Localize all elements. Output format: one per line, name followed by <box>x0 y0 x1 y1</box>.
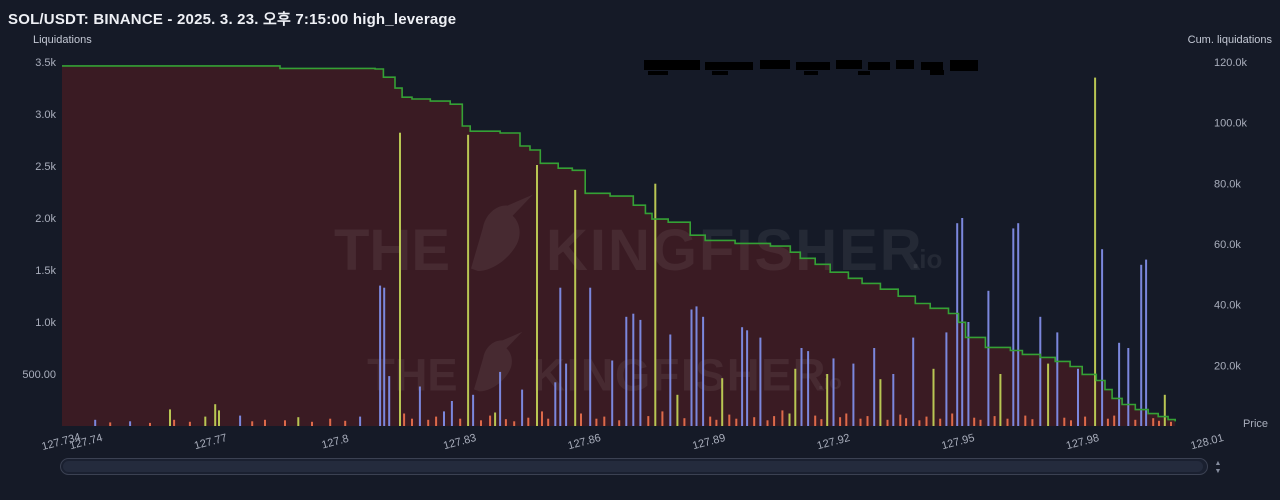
horizontal-scrollbar-track[interactable] <box>60 458 1208 475</box>
x-axis-title: Price <box>1242 418 1268 430</box>
page-title: SOL/USDT: BINANCE - 2025. 3. 23. 오후 7:15… <box>8 11 457 28</box>
stepper-up-icon[interactable]: ▲ <box>1214 459 1222 467</box>
svg-text:THE: THE <box>367 350 457 401</box>
svg-text:3.0k: 3.0k <box>35 109 56 121</box>
svg-text:127.83: 127.83 <box>442 432 478 452</box>
svg-text:1.5k: 1.5k <box>35 265 56 277</box>
svg-text:127.89: 127.89 <box>691 432 727 452</box>
svg-text:.io: .io <box>818 372 842 394</box>
svg-text:127.86: 127.86 <box>567 432 603 452</box>
right-axis-title: Cum. liquidations <box>1187 34 1272 46</box>
svg-text:120.0k: 120.0k <box>1214 57 1248 69</box>
svg-text:128.01: 128.01 <box>1189 432 1225 452</box>
kingfisher-watermark: THE KINGFISHER.io <box>334 194 942 283</box>
cumulative-line <box>62 65 1176 422</box>
svg-text:20.0k: 20.0k <box>1214 360 1241 372</box>
svg-text:100.0k: 100.0k <box>1214 118 1248 130</box>
svg-text:127.92: 127.92 <box>816 432 852 452</box>
svg-text:.io: .io <box>912 244 942 274</box>
svg-text:40.0k: 40.0k <box>1214 300 1241 312</box>
svg-text:127.77: 127.77 <box>193 432 229 452</box>
svg-text:60.0k: 60.0k <box>1214 239 1241 251</box>
redacted-text <box>644 60 978 75</box>
svg-text:127.95: 127.95 <box>940 432 976 452</box>
stepper-down-icon[interactable]: ▼ <box>1214 467 1222 475</box>
svg-text:500.00: 500.00 <box>22 369 56 381</box>
horizontal-scrollbar-thumb[interactable] <box>63 461 1203 472</box>
svg-text:127.8: 127.8 <box>320 433 350 452</box>
kingfisher-bird-icon <box>473 331 523 392</box>
svg-text:80.0k: 80.0k <box>1214 178 1241 190</box>
kingfisher-watermark: THE KINGFISHER.io <box>367 331 842 401</box>
svg-text:2.0k: 2.0k <box>35 213 56 225</box>
svg-text:THE: THE <box>334 218 450 283</box>
svg-text:3.5k: 3.5k <box>35 57 56 69</box>
left-axis-title: Liquidations <box>33 34 92 46</box>
svg-text:1.0k: 1.0k <box>35 317 56 329</box>
svg-text:2.5k: 2.5k <box>35 161 56 173</box>
range-stepper[interactable]: ▲ ▼ <box>1211 456 1225 478</box>
kingfisher-bird-icon <box>471 194 534 272</box>
svg-text:KINGFISHER: KINGFISHER <box>532 350 827 401</box>
cumulative-area <box>62 65 1176 427</box>
svg-text:KINGFISHER: KINGFISHER <box>546 218 924 283</box>
svg-text:127.98: 127.98 <box>1065 432 1101 452</box>
